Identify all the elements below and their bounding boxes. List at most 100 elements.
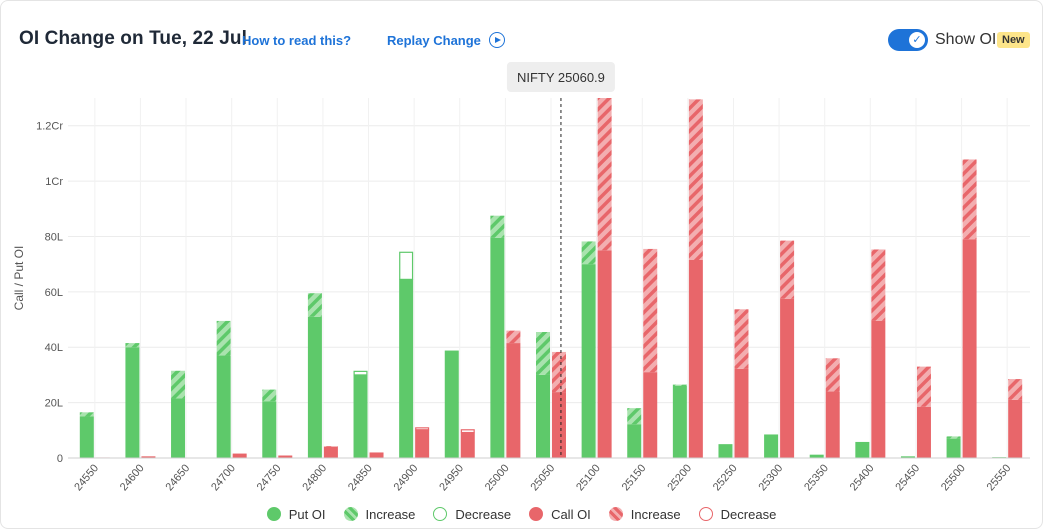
chart-header: OI Change on Tue, 22 Jul How to read thi… <box>0 0 1043 80</box>
x-tick-label: 24700 <box>209 462 238 493</box>
put-decrease-swatch <box>433 507 448 521</box>
call-oi-bar <box>825 391 840 458</box>
put-increase-bar <box>262 389 277 402</box>
put-increase-bar <box>307 293 322 317</box>
put-oi-bar <box>855 441 870 458</box>
put-increase-bar <box>216 320 231 356</box>
put-increase-bar <box>79 412 94 417</box>
x-tick-label: 25300 <box>757 462 786 493</box>
check-icon: ✓ <box>909 32 925 48</box>
call-increase-bar <box>323 446 338 447</box>
x-tick-label: 25350 <box>802 462 831 493</box>
call-oi-bar <box>369 452 384 458</box>
put-oi-bar <box>171 398 186 458</box>
call-increase-bar <box>506 330 521 344</box>
legend-label: Increase <box>365 506 416 522</box>
show-oi-toggle[interactable]: ✓ <box>888 29 928 51</box>
put-oi-bar <box>262 401 277 458</box>
call-oi-bar <box>962 239 977 458</box>
x-tick-label: 24600 <box>118 462 147 493</box>
put-increase-bar <box>581 241 596 265</box>
legend-item-put-oi[interactable]: Put OI <box>266 506 326 522</box>
legend-item-put-decrease[interactable]: Decrease <box>433 507 511 522</box>
put-oi-bar <box>809 454 824 458</box>
put-oi-bar <box>399 279 414 458</box>
show-oi-label: Show OI <box>935 31 997 48</box>
call-oi-swatch <box>529 507 544 521</box>
call-oi-bar <box>688 260 703 458</box>
legend-label: Put OI <box>288 506 326 522</box>
put-oi-bar <box>216 355 231 458</box>
call-decrease-bar <box>460 429 475 434</box>
replay-change-button[interactable]: Replay Change <box>387 32 505 48</box>
chart-legend: Put OI Increase Decrease Call OI Increas… <box>0 503 1043 525</box>
play-icon <box>488 32 505 48</box>
y-tick-label: 80L <box>45 231 63 243</box>
call-oi-bar <box>232 453 247 458</box>
x-tick-label: 24850 <box>346 462 375 493</box>
put-increase-swatch <box>343 507 358 521</box>
call-oi-bar <box>643 372 658 458</box>
call-increase-bar <box>1008 379 1023 400</box>
call-increase-bar <box>825 358 840 392</box>
x-tick-label: 25000 <box>483 462 512 493</box>
y-tick-label: 60L <box>45 287 63 299</box>
put-decrease-bar <box>353 370 368 376</box>
put-oi-bar <box>764 434 779 458</box>
y-tick-label: 40L <box>45 342 63 354</box>
call-increase-bar <box>962 159 977 240</box>
call-increase-bar <box>916 366 931 407</box>
x-tick-label: 24750 <box>255 462 284 493</box>
legend-item-call-decrease[interactable]: Decrease <box>698 507 776 522</box>
legend-label: Increase <box>630 506 681 522</box>
put-increase-bar <box>171 370 186 399</box>
x-tick-label: 24800 <box>300 462 329 493</box>
call-oi-bar <box>323 446 338 458</box>
call-decrease-bar <box>415 427 430 431</box>
put-oi-bar <box>536 374 550 458</box>
call-oi-bar <box>734 368 749 458</box>
legend-label: Call OI <box>551 506 591 522</box>
call-oi-bar <box>460 432 475 458</box>
put-oi-swatch <box>266 507 281 521</box>
put-oi-bar <box>79 416 94 458</box>
call-oi-bar <box>552 392 566 458</box>
put-oi-bar <box>125 347 140 458</box>
call-increase-bar <box>780 240 795 299</box>
put-oi-bar <box>672 386 687 458</box>
call-oi-bar <box>506 343 521 458</box>
put-oi-bar <box>307 316 322 458</box>
x-tick-label: 25150 <box>620 462 649 493</box>
call-increase-bar <box>597 98 612 251</box>
x-tick-label: 25450 <box>893 462 922 493</box>
call-decrease-swatch <box>698 507 713 521</box>
how-to-read-link[interactable]: How to read this? <box>242 33 352 48</box>
put-oi-bar <box>946 438 961 458</box>
put-oi-bar <box>490 237 505 458</box>
x-tick-label: 25100 <box>574 462 603 493</box>
page-title: OI Change on Tue, 22 Jul <box>19 28 247 49</box>
call-increase-bar <box>688 99 703 260</box>
y-tick-label: 0 <box>57 453 63 465</box>
legend-label: Decrease <box>455 506 512 522</box>
legend-item-call-oi[interactable]: Call OI <box>529 507 591 522</box>
y-tick-label: 1.2Cr <box>36 121 63 133</box>
put-oi-bar <box>900 456 915 458</box>
call-oi-bar <box>780 298 795 458</box>
new-badge: New <box>997 32 1030 48</box>
call-oi-bar <box>415 429 430 458</box>
x-tick-label: 24900 <box>392 462 421 493</box>
x-tick-label: 24550 <box>72 462 101 493</box>
legend-item-put-increase[interactable]: Increase <box>343 506 416 522</box>
x-tick-label: 25400 <box>848 462 877 493</box>
call-oi-bar <box>597 250 612 458</box>
call-oi-bar <box>916 406 931 458</box>
legend-item-call-increase[interactable]: Increase <box>608 506 681 522</box>
y-tick-label: 1Cr <box>45 176 63 188</box>
x-tick-label: 25550 <box>985 462 1014 493</box>
call-oi-bar <box>1008 399 1023 458</box>
put-oi-bar <box>444 350 459 458</box>
put-increase-bar <box>946 436 961 439</box>
x-tick-label: 24650 <box>163 462 192 493</box>
put-increase-bar <box>125 343 140 348</box>
